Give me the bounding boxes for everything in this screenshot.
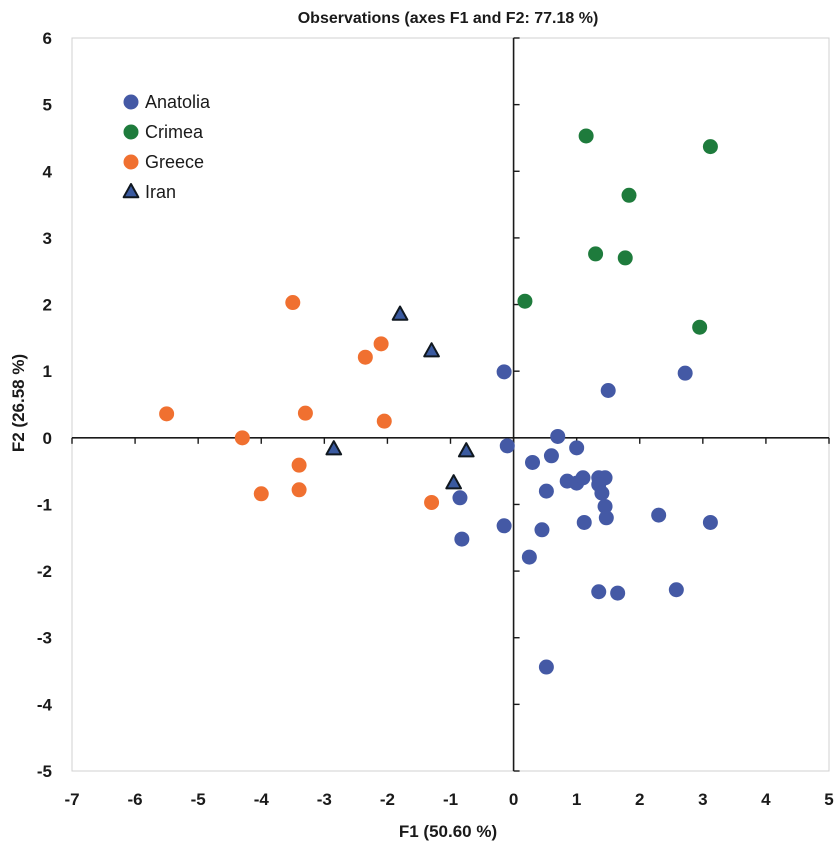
y-tick-label: 4 <box>43 162 53 181</box>
point-anatolia <box>610 585 626 601</box>
point-anatolia <box>521 549 537 565</box>
point-anatolia <box>594 485 610 501</box>
y-tick-label: 6 <box>43 29 52 48</box>
point-anatolia <box>575 470 591 486</box>
legend-marker-iran <box>122 183 140 199</box>
x-tick-label: -5 <box>191 790 206 809</box>
plot-area <box>71 37 830 772</box>
x-tick-label: -7 <box>64 790 79 809</box>
point-anatolia <box>543 448 559 464</box>
point-anatolia <box>496 364 512 380</box>
point-greece <box>376 413 392 429</box>
point-anatolia <box>702 514 718 530</box>
x-tick-label: 4 <box>761 790 771 809</box>
point-crimea <box>621 187 637 203</box>
x-tick-label: -3 <box>317 790 332 809</box>
point-greece <box>424 494 440 510</box>
x-tick-label: -6 <box>128 790 143 809</box>
point-crimea <box>578 128 594 144</box>
point-greece <box>253 486 269 502</box>
point-greece <box>234 430 250 446</box>
point-anatolia <box>499 438 515 454</box>
y-tick-label: 1 <box>43 362 52 381</box>
point-crimea <box>588 246 604 262</box>
x-tick-label: -1 <box>443 790 458 809</box>
x-tick-label: 5 <box>824 790 833 809</box>
x-tick-label: 0 <box>509 790 518 809</box>
point-iran <box>445 474 463 490</box>
y-tick-label: 5 <box>43 96 52 115</box>
y-tick-label: 3 <box>43 229 52 248</box>
point-anatolia <box>538 483 554 499</box>
point-greece <box>159 406 175 422</box>
y-tick-label: 0 <box>43 429 52 448</box>
x-tick-label: -4 <box>254 790 270 809</box>
legend-marker-anatolia <box>123 94 139 110</box>
point-crimea <box>702 139 718 155</box>
y-axis-title: F2 (26.58 %) <box>9 354 28 452</box>
y-tick-label: -5 <box>37 762 52 781</box>
x-tick-label: 2 <box>635 790 644 809</box>
point-anatolia <box>576 514 592 530</box>
point-anatolia <box>525 454 541 470</box>
legend-label-greece: Greece <box>145 152 204 172</box>
point-crimea <box>517 293 533 309</box>
point-anatolia <box>677 365 693 381</box>
chart-title: Observations (axes F1 and F2: 77.18 %) <box>298 10 599 27</box>
point-iran <box>457 442 475 458</box>
point-anatolia <box>600 383 616 399</box>
point-anatolia <box>668 582 684 598</box>
point-greece <box>285 295 301 311</box>
point-greece <box>291 457 307 473</box>
x-tick-label: 1 <box>572 790 581 809</box>
point-crimea <box>617 250 633 266</box>
point-greece <box>373 336 389 352</box>
point-anatolia <box>591 584 607 600</box>
point-crimea <box>692 319 708 335</box>
point-greece <box>291 482 307 498</box>
point-greece <box>357 349 373 365</box>
y-tick-label: -3 <box>37 629 52 648</box>
point-iran <box>391 305 409 321</box>
legend-marker-greece <box>123 154 139 170</box>
point-anatolia <box>538 659 554 675</box>
point-iran <box>423 342 440 358</box>
y-tick-label: -4 <box>37 695 53 714</box>
y-tick-label: -2 <box>37 562 52 581</box>
point-anatolia <box>496 518 512 534</box>
data-points <box>159 128 718 675</box>
x-tick-label: -2 <box>380 790 395 809</box>
point-anatolia <box>452 490 468 506</box>
point-anatolia <box>651 507 667 523</box>
x-axis-title: F1 (50.60 %) <box>399 822 497 841</box>
point-anatolia <box>454 531 470 547</box>
legend-label-crimea: Crimea <box>145 122 204 142</box>
y-tick-label: -1 <box>37 495 52 514</box>
x-tick-label: 3 <box>698 790 707 809</box>
y-tick-label: 2 <box>43 296 52 315</box>
point-anatolia <box>550 428 566 444</box>
legend-marker-crimea <box>123 124 139 140</box>
tick-labels: -7 -6 -5 -4 -3 -2 -1 0 1 2 3 4 5 -5 -4 -3 -2 -1 0 1 2 3 4 5 6 <box>37 29 834 809</box>
point-anatolia <box>597 498 613 514</box>
legend: Anatolia Crimea Greece Iran <box>122 92 211 202</box>
point-anatolia <box>598 510 614 526</box>
plot-frame <box>71 37 830 772</box>
point-iran <box>325 440 343 456</box>
point-greece <box>297 405 313 421</box>
point-anatolia <box>534 522 550 538</box>
legend-label-anatolia: Anatolia <box>145 92 211 112</box>
legend-label-iran: Iran <box>145 182 176 202</box>
point-anatolia <box>569 440 585 456</box>
